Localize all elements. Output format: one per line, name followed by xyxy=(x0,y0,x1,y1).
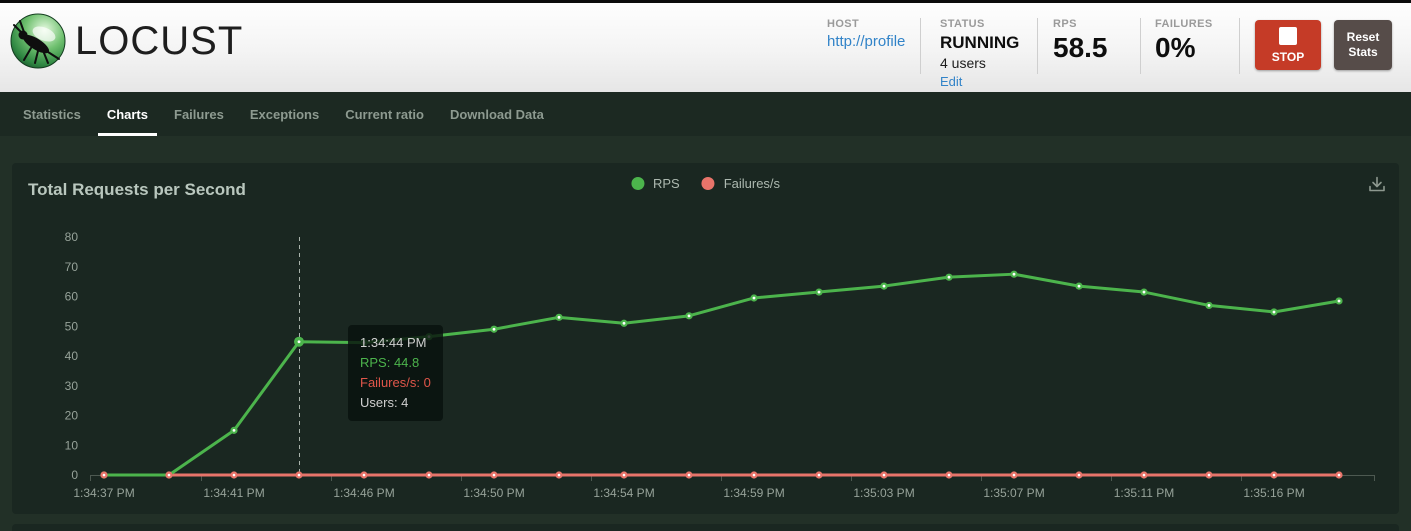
tab-download-data[interactable]: Download Data xyxy=(449,106,544,122)
svg-text:70: 70 xyxy=(65,260,79,274)
divider xyxy=(1140,18,1141,74)
chart-title: Total Requests per Second xyxy=(28,180,246,199)
failures-box: FAILURES 0% xyxy=(1155,18,1213,64)
chart-legend: RPS Failures/s xyxy=(630,176,781,191)
locust-icon xyxy=(10,13,66,69)
failures-series-points xyxy=(100,471,1343,479)
tab-statistics[interactable]: Statistics xyxy=(23,106,81,122)
legend-label-rps: RPS xyxy=(652,176,680,191)
svg-text:80: 80 xyxy=(65,230,79,244)
logo-text: LOCUST xyxy=(75,19,244,63)
stop-button[interactable]: STOP xyxy=(1255,20,1321,70)
svg-text:1:35:16 PM: 1:35:16 PM xyxy=(1243,486,1304,500)
host-box: HOST http://profile xyxy=(827,18,905,50)
header: LOCUST HOST http://profile STATUS RUNNIN… xyxy=(0,0,1411,92)
status-box: STATUS RUNNING 4 users Edit xyxy=(940,18,1019,89)
next-chart-panel-edge xyxy=(12,524,1399,531)
reset-stats-button[interactable]: Reset Stats xyxy=(1334,20,1392,70)
svg-text:30: 30 xyxy=(65,379,79,393)
rps-chart-svg[interactable]: 0 10 20 30 40 50 60 70 80 1:34:37 PM 1:34:41 PM 1:3… xyxy=(12,163,1399,514)
stop-square-icon xyxy=(1279,26,1297,45)
reset-stats-label: Reset Stats xyxy=(1346,30,1380,59)
status-value: RUNNING xyxy=(940,33,1020,52)
status-label: STATUS xyxy=(940,18,985,30)
rps-value: 58.5 xyxy=(1053,32,1108,63)
svg-text:20: 20 xyxy=(65,409,79,423)
legend-label-failures: Failures/s xyxy=(723,176,781,191)
tab-current-ratio[interactable]: Current ratio xyxy=(345,106,424,122)
svg-text:1:34:37 PM: 1:34:37 PM xyxy=(73,486,134,500)
locust-logo[interactable]: LOCUST xyxy=(10,13,243,69)
main-nav: Statistics Charts Failures Exceptions Cu… xyxy=(0,92,1411,136)
download-icon[interactable] xyxy=(1367,175,1387,195)
divider xyxy=(1239,18,1240,74)
svg-text:1:34:59 PM: 1:34:59 PM xyxy=(723,486,784,500)
tab-failures[interactable]: Failures xyxy=(174,106,224,122)
failures-label: FAILURES xyxy=(1155,18,1213,30)
svg-text:40: 40 xyxy=(65,349,79,363)
svg-text:60: 60 xyxy=(65,290,79,304)
rps-chart-panel: Total Requests per Second RPS Failures/s… xyxy=(12,163,1399,514)
host-link[interactable]: http://profile xyxy=(827,33,906,50)
svg-text:50: 50 xyxy=(65,319,79,333)
svg-text:1:34:54 PM: 1:34:54 PM xyxy=(593,486,654,500)
tab-exceptions[interactable]: Exceptions xyxy=(249,106,320,122)
top-border-strip xyxy=(0,0,1411,3)
failures-value: 0% xyxy=(1155,32,1196,63)
legend-dot-rps xyxy=(630,177,644,190)
tab-charts[interactable]: Charts xyxy=(97,92,158,136)
svg-text:0: 0 xyxy=(71,468,78,482)
tooltip-rps: RPS: 44.8 xyxy=(360,355,420,370)
chart-tooltip: 1:34:44 PM RPS: 44.8 Failures/s: 0 Users… xyxy=(348,325,443,421)
user-count: 4 users xyxy=(940,55,986,71)
svg-text:1:34:41 PM: 1:34:41 PM xyxy=(203,486,264,500)
legend-dot-failures xyxy=(701,177,715,190)
divider xyxy=(920,18,921,74)
svg-text:1:35:07 PM: 1:35:07 PM xyxy=(983,486,1044,500)
svg-text:1:35:03 PM: 1:35:03 PM xyxy=(853,486,914,500)
svg-text:1:34:50 PM: 1:34:50 PM xyxy=(463,486,524,500)
tooltip-failures: Failures/s: 0 xyxy=(360,375,431,390)
tooltip-time: 1:34:44 PM xyxy=(360,335,427,350)
svg-text:1:35:11 PM: 1:35:11 PM xyxy=(1114,486,1174,500)
legend-item-failures[interactable]: Failures/s xyxy=(701,176,781,191)
edit-link[interactable]: Edit xyxy=(940,74,963,89)
svg-text:1:34:46 PM: 1:34:46 PM xyxy=(333,486,394,500)
rps-label: RPS xyxy=(1053,18,1077,30)
divider xyxy=(1037,18,1038,74)
rps-box: RPS 58.5 xyxy=(1053,18,1108,64)
rps-series xyxy=(100,270,1343,479)
stop-button-label: STOP xyxy=(1271,49,1305,64)
axes: 0 10 20 30 40 50 60 70 80 1:34:37 PM 1:34:41 PM 1:3… xyxy=(65,230,1375,500)
host-label: HOST xyxy=(827,18,860,30)
svg-text:10: 10 xyxy=(65,438,79,452)
legend-item-rps[interactable]: RPS xyxy=(630,176,680,191)
tooltip-users: Users: 4 xyxy=(360,395,409,410)
